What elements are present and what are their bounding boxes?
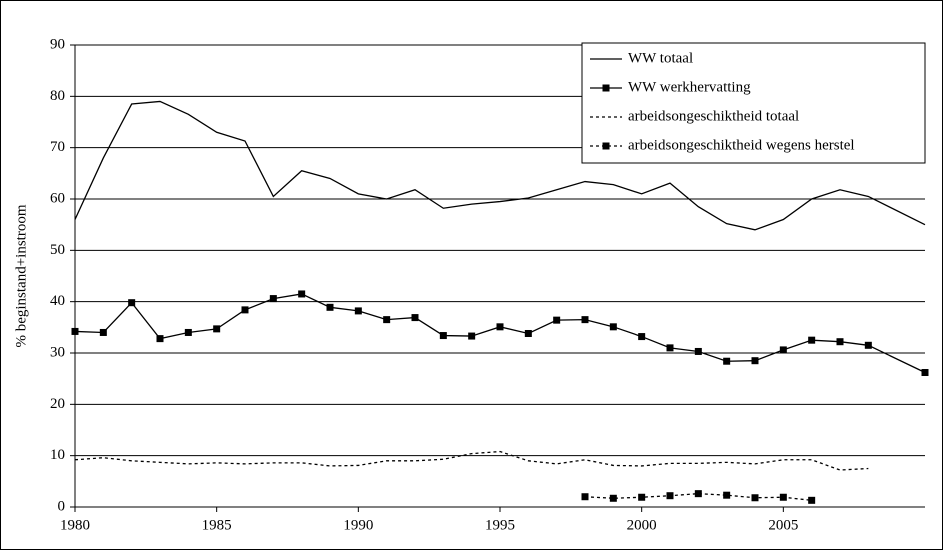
series-marker <box>383 316 391 324</box>
x-tick-label: 2000 <box>627 517 657 533</box>
series-marker <box>298 290 306 298</box>
y-tick-label: 90 <box>50 36 65 52</box>
series-marker <box>694 490 702 498</box>
legend-marker <box>602 142 610 150</box>
legend-box <box>581 42 926 164</box>
y-tick-label: 30 <box>50 344 65 360</box>
series-marker <box>354 307 362 315</box>
series-marker <box>411 314 419 322</box>
series-marker <box>524 329 532 337</box>
series-marker <box>921 369 929 377</box>
x-tick-label: 2005 <box>768 517 798 533</box>
series-line <box>74 450 869 471</box>
y-tick-label: 20 <box>50 396 65 412</box>
y-tick-label: 40 <box>50 293 65 309</box>
legend-label: arbeidsongeschiktheid totaal <box>628 108 799 124</box>
y-axis-label: % beginstand+instroom <box>13 204 29 347</box>
series-marker <box>128 299 136 307</box>
series-marker <box>666 492 674 500</box>
x-tick-label: 1990 <box>343 517 373 533</box>
series-marker <box>184 328 192 336</box>
series-marker <box>468 332 476 340</box>
series-marker <box>496 323 504 331</box>
series-marker <box>779 493 787 501</box>
y-tick-label: 60 <box>50 190 65 206</box>
series-marker <box>779 346 787 354</box>
legend-label: WW werkhervatting <box>628 79 751 95</box>
series-line <box>584 493 812 501</box>
series-marker <box>609 323 617 331</box>
series-marker <box>666 344 674 352</box>
y-tick-label: 80 <box>50 88 65 104</box>
series-marker <box>638 333 646 341</box>
series-marker <box>694 347 702 355</box>
series-marker <box>213 325 221 333</box>
y-tick-label: 50 <box>50 242 65 258</box>
series-marker <box>71 327 79 335</box>
series-marker <box>326 303 334 311</box>
series-line <box>74 100 926 231</box>
series-marker <box>553 316 561 324</box>
series-marker <box>581 316 589 324</box>
series-marker <box>723 357 731 365</box>
legend-label: arbeidsongeschiktheid wegens herstel <box>628 137 855 153</box>
series-marker <box>638 493 646 501</box>
y-tick-label: 70 <box>50 139 65 155</box>
series-marker <box>609 494 617 502</box>
series-marker <box>439 332 447 340</box>
series-marker <box>808 496 816 504</box>
x-tick-label: 1980 <box>60 517 90 533</box>
x-tick-label: 1985 <box>202 517 232 533</box>
series-marker <box>723 491 731 499</box>
y-tick-label: 0 <box>58 498 66 514</box>
series-marker <box>808 336 816 344</box>
series-marker <box>751 494 759 502</box>
series-marker <box>269 295 277 303</box>
series-marker <box>581 493 589 501</box>
series-marker <box>836 338 844 346</box>
y-tick-label: 10 <box>50 447 65 463</box>
series-line <box>74 293 926 374</box>
x-tick-label: 1995 <box>485 517 515 533</box>
series-marker <box>156 335 164 343</box>
series-marker <box>864 341 872 349</box>
legend-marker <box>602 84 610 92</box>
series-marker <box>99 328 107 336</box>
series-marker <box>241 306 249 314</box>
legend-label: WW totaal <box>628 50 693 66</box>
series-marker <box>751 357 759 365</box>
